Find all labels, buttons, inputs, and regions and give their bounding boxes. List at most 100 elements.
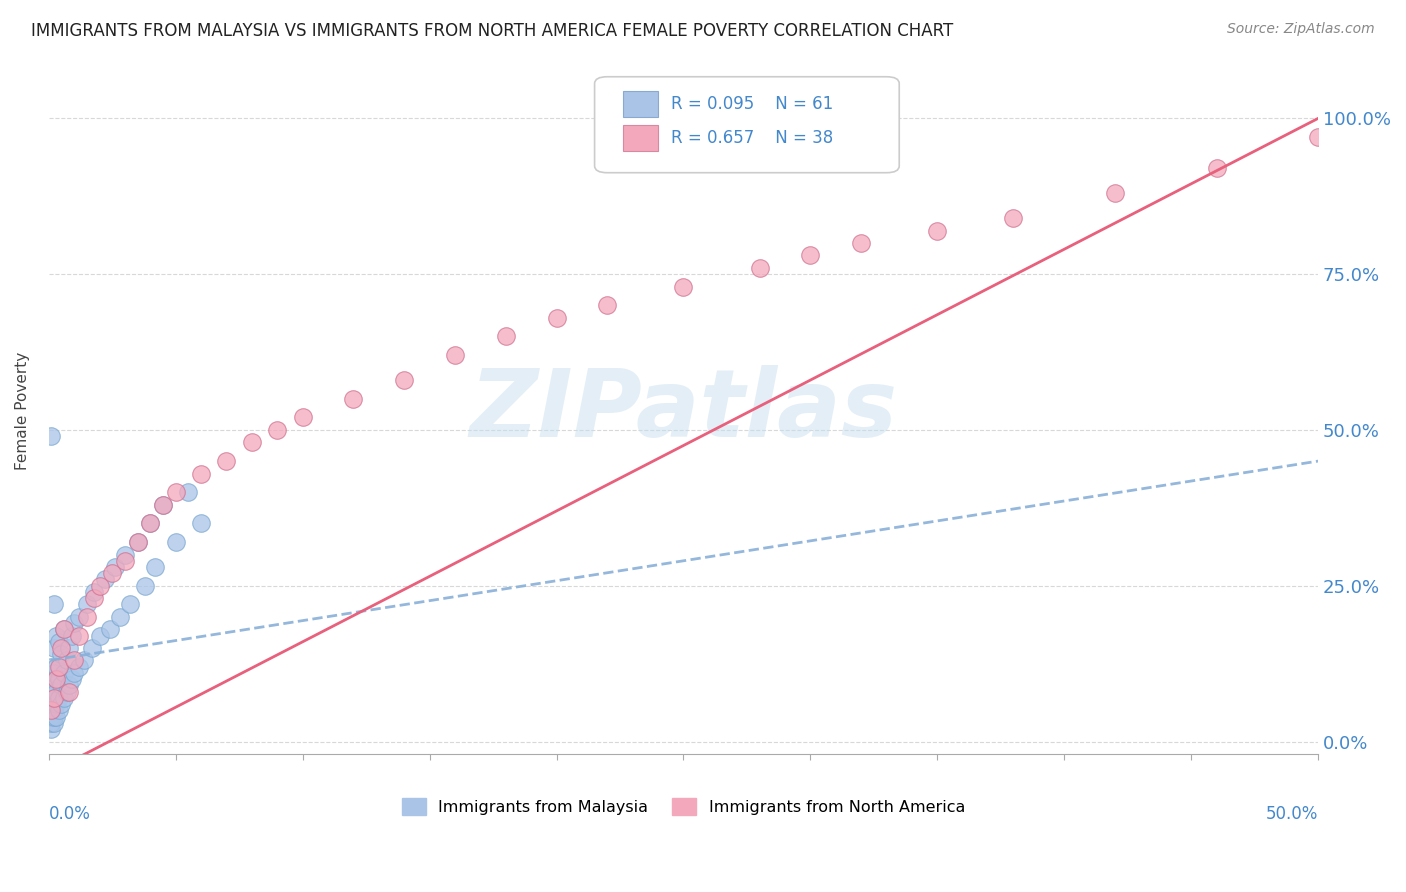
Point [39,697,62,711]
Point [83,591,105,606]
Point [67,629,90,643]
Text: R = 0.657    N = 38: R = 0.657 N = 38 [671,129,832,147]
Point [444,348,467,362]
Point [39,684,62,698]
Point [45,672,67,686]
Point [127,535,149,549]
Point [45,684,67,698]
Point [39,672,62,686]
Point [80,640,103,655]
Point [1104,186,1126,201]
Point [76,610,98,624]
Point [93,573,115,587]
Point [127,535,149,549]
Point [42,690,65,705]
Point [39,709,62,723]
Point [51,678,73,692]
Point [58,684,80,698]
Point [42,640,65,655]
Point [1002,211,1025,225]
Point [48,690,70,705]
Point [48,659,70,673]
Point [39,703,62,717]
Point [45,697,67,711]
Point [139,516,162,531]
Point [73,653,96,667]
Point [101,566,124,581]
FancyBboxPatch shape [595,77,900,173]
Point [67,610,90,624]
Point [51,640,73,655]
Bar [623,91,658,117]
Point [672,279,695,293]
Point [39,703,62,717]
Point [291,410,314,425]
Point [39,659,62,673]
Point [39,429,62,443]
Point [63,616,86,631]
Point [48,672,70,686]
Text: 50.0%: 50.0% [1265,805,1319,823]
Point [98,623,121,637]
Point [42,598,65,612]
Point [53,690,76,705]
Point [118,598,141,612]
Point [55,653,77,667]
Point [39,715,62,730]
Point [108,610,131,624]
Point [165,485,187,500]
Point [39,722,62,736]
Point [83,585,105,599]
Point [51,647,73,661]
Point [53,623,76,637]
Point [495,329,517,343]
Text: R = 0.095    N = 61: R = 0.095 N = 61 [671,95,832,113]
Point [145,560,167,574]
Point [104,560,127,574]
Point [67,659,90,673]
Point [596,298,619,312]
Point [342,392,364,406]
Text: 0.0%: 0.0% [49,805,90,823]
Point [240,435,263,450]
Point [42,678,65,692]
Point [58,640,80,655]
Point [139,516,162,531]
Point [48,703,70,717]
Text: Source: ZipAtlas.com: Source: ZipAtlas.com [1227,22,1375,37]
Text: IMMIGRANTS FROM MALAYSIA VS IMMIGRANTS FROM NORTH AMERICA FEMALE POVERTY CORRELA: IMMIGRANTS FROM MALAYSIA VS IMMIGRANTS F… [31,22,953,40]
Point [546,310,568,325]
Point [45,629,67,643]
Point [45,659,67,673]
Point [190,467,212,481]
Point [89,579,111,593]
Y-axis label: Female Poverty: Female Poverty [15,352,30,470]
Point [63,665,86,680]
Legend: Immigrants from Malaysia, Immigrants from North America: Immigrants from Malaysia, Immigrants fro… [395,792,972,822]
Point [42,715,65,730]
Point [392,373,415,387]
Point [55,684,77,698]
Point [53,623,76,637]
Point [48,635,70,649]
Point [134,579,156,593]
Point [849,235,872,250]
Point [76,598,98,612]
Point [63,653,86,667]
Point [42,709,65,723]
Point [215,454,238,468]
Point [114,554,136,568]
Point [89,629,111,643]
Point [152,498,174,512]
Point [1205,161,1227,176]
Point [152,498,174,512]
Point [165,535,187,549]
Point [42,703,65,717]
Bar [623,126,658,152]
Point [60,672,83,686]
Point [42,665,65,680]
Point [190,516,212,531]
Point [266,423,288,437]
Point [748,260,770,275]
Point [1308,130,1330,145]
